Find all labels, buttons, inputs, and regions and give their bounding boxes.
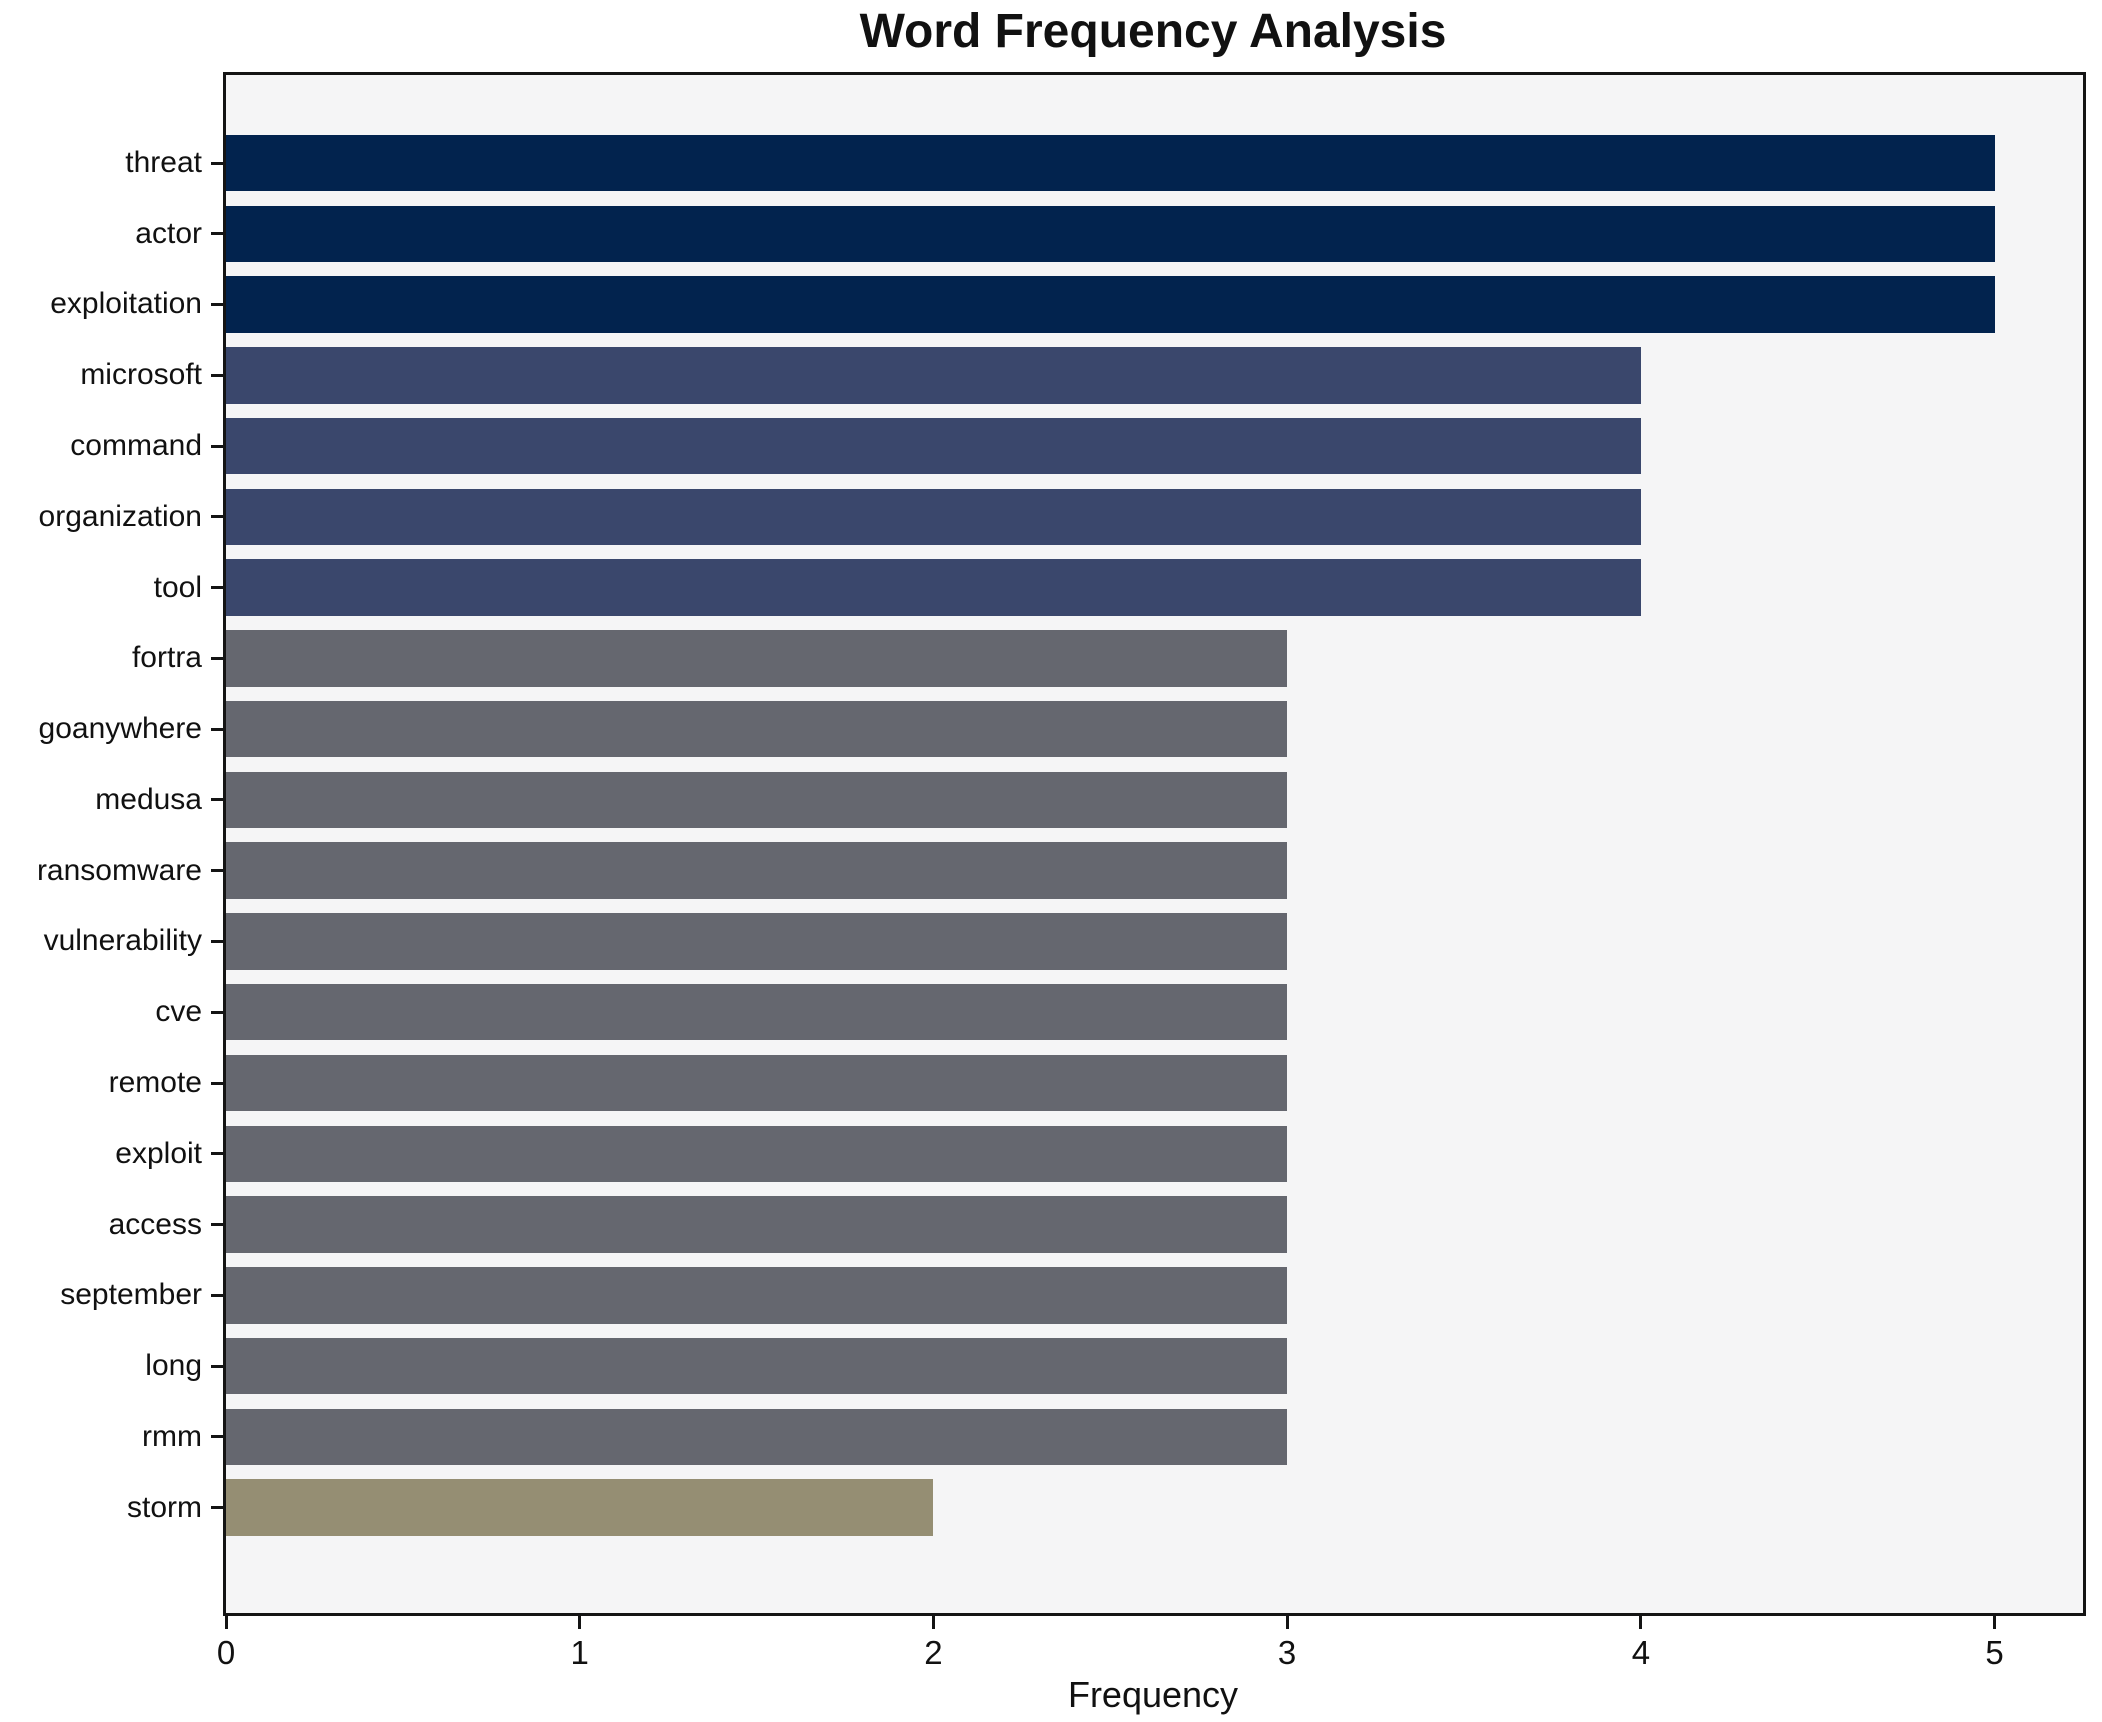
bar-vulnerability	[226, 913, 1288, 970]
y-tick-mark	[211, 232, 223, 236]
bar-exploitation	[226, 276, 1995, 333]
bar-tool	[226, 559, 1641, 616]
y-tick-label-microsoft: microsoft	[80, 358, 202, 392]
x-tick-label-4: 4	[1631, 1634, 1651, 1671]
y-tick-label-september: september	[60, 1278, 202, 1312]
bar-long	[226, 1337, 1288, 1395]
bar-storm	[226, 1479, 934, 1536]
y-tick-label-ransomware: ransomware	[36, 853, 202, 887]
bar-rmm	[226, 1408, 1288, 1466]
x-tick-mark	[224, 1616, 228, 1629]
y-tick-mark	[211, 1364, 223, 1368]
x-tick-label-5: 5	[1985, 1634, 2004, 1671]
x-tick-label-3: 3	[1277, 1634, 1297, 1671]
bar-september	[226, 1267, 1288, 1324]
y-tick-mark	[211, 586, 223, 590]
x-tick-mark	[931, 1616, 935, 1629]
bar-command	[226, 417, 1641, 475]
y-tick-mark	[211, 656, 223, 660]
y-tick-label-organization: organization	[38, 499, 202, 533]
y-tick-label-threat: threat	[125, 145, 202, 179]
y-tick-mark	[211, 1152, 223, 1156]
x-tick-label-2: 2	[924, 1634, 943, 1671]
x-tick-label-1: 1	[570, 1634, 589, 1671]
y-tick-mark	[211, 1435, 223, 1439]
y-tick-label-access: access	[108, 1207, 202, 1241]
y-tick-label-cve: cve	[155, 995, 202, 1029]
y-tick-label-tool: tool	[153, 570, 202, 604]
bar-actor	[226, 205, 1995, 263]
y-tick-mark	[211, 1223, 223, 1226]
y-tick-mark	[211, 727, 223, 731]
x-tick-mark	[1993, 1616, 1997, 1629]
y-tick-mark	[211, 1010, 223, 1014]
bar-goanywhere	[226, 700, 1288, 758]
y-tick-mark	[211, 161, 223, 165]
y-tick-mark	[211, 869, 223, 873]
y-tick-label-remote: remote	[108, 1065, 202, 1099]
y-tick-label-actor: actor	[135, 216, 202, 250]
y-tick-label-exploitation: exploitation	[50, 287, 202, 321]
bar-threat	[226, 134, 1995, 192]
bar-organization	[226, 488, 1641, 546]
x-tick-mark	[1639, 1616, 1643, 1629]
y-tick-label-long: long	[145, 1349, 202, 1383]
y-tick-label-rmm: rmm	[142, 1419, 202, 1453]
x-tick-label-0: 0	[216, 1634, 236, 1671]
x-tick-mark	[1285, 1616, 1289, 1629]
bar-exploit	[226, 1125, 1288, 1183]
y-tick-mark	[211, 373, 223, 377]
bar-access	[226, 1196, 1288, 1253]
bar-cve	[226, 983, 1288, 1041]
x-tick-mark	[578, 1616, 582, 1629]
y-tick-mark	[211, 1293, 223, 1297]
x-axis-title: Frequency	[1067, 1674, 1239, 1715]
y-tick-label-medusa: medusa	[95, 782, 202, 816]
y-tick-mark	[211, 515, 223, 519]
bar-medusa	[226, 771, 1288, 829]
y-tick-mark	[211, 940, 223, 943]
y-tick-mark	[211, 1506, 223, 1510]
y-tick-mark	[211, 303, 223, 306]
plot-area	[223, 72, 2086, 1616]
bar-ransomware	[226, 842, 1288, 899]
y-tick-mark	[211, 444, 223, 448]
y-tick-mark	[211, 1081, 223, 1085]
y-tick-label-fortra: fortra	[131, 641, 202, 675]
bar-remote	[226, 1054, 1288, 1112]
y-tick-label-storm: storm	[127, 1490, 202, 1524]
y-tick-label-goanywhere: goanywhere	[38, 712, 202, 746]
y-axis-labels: threat actor exploitation microsoft command o…	[0, 0, 223, 1722]
y-tick-label-exploit: exploit	[115, 1136, 202, 1170]
y-tick-label-vulnerability: vulnerability	[43, 924, 202, 958]
bar-fortra	[226, 630, 1288, 687]
y-tick-label-command: command	[70, 429, 202, 463]
chart-title: Word Frequency Analysis	[859, 5, 1447, 58]
y-tick-mark	[211, 798, 223, 802]
bar-microsoft	[226, 347, 1641, 404]
